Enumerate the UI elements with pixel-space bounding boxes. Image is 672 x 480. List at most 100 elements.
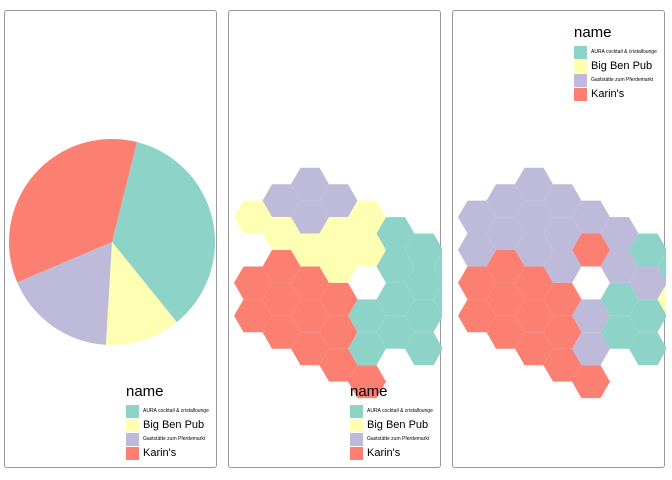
hex-cell-aura — [600, 282, 639, 316]
pie-slice-gaststaette — [17, 242, 113, 345]
hex-cell-bigben — [262, 217, 301, 250]
hex-cell-aura — [600, 315, 639, 349]
hex-cell-gaststaette — [458, 233, 496, 267]
hex-cell-gaststaette — [600, 250, 639, 283]
hex-cell-gaststaette — [515, 233, 553, 267]
legend-key-karins — [126, 446, 139, 460]
hex-cell-karins — [319, 348, 358, 382]
hex-cell-gaststaette — [486, 217, 525, 250]
hex-cell-bigben — [348, 200, 386, 234]
hexagon-map — [234, 167, 442, 399]
hex-cell-karins — [543, 282, 582, 316]
legend-hexmap-grouped: name AURA cocktail & cristallounge Big B… — [350, 383, 480, 460]
legend-label: Big Ben Pub — [143, 419, 205, 431]
legend-item-karins: Karin's — [574, 87, 672, 101]
hex-cell-gaststaette — [291, 200, 329, 234]
legend-item-gaststaette: Gaststätte zum Pferdemarkt — [574, 73, 672, 87]
hex-cell-karins — [486, 282, 525, 316]
hex-cell-karins — [515, 266, 553, 300]
legend-key-bigben — [350, 418, 363, 432]
hex-cell-gaststaette — [629, 266, 666, 300]
legend-key-karins — [574, 87, 587, 101]
legend-label: Gaststätte zum Pferdemarkt — [143, 436, 206, 442]
legend-pie: name AURA cocktail & cristallounge Big B… — [126, 383, 256, 460]
hex-cell-karins — [291, 299, 329, 333]
hex-cell-bigben — [319, 250, 358, 283]
hex-cell-karins — [291, 266, 329, 300]
hex-cell-bigben — [319, 217, 358, 250]
hex-cell-aura — [376, 282, 415, 316]
pie-slice-aura — [112, 142, 215, 323]
hex-cell-aura — [348, 299, 386, 333]
legend-label: AURA cocktail & cristallounge — [591, 49, 657, 55]
legend-item-gaststaette: Gaststätte zum Pferdemarkt — [350, 432, 480, 446]
legend-item-karins: Karin's — [350, 446, 480, 460]
legend-title: name — [126, 383, 164, 400]
legend-label: Karin's — [591, 88, 625, 100]
hex-cell-gaststaette — [543, 217, 582, 250]
hex-cell-gaststaette — [543, 184, 582, 218]
hex-cell-karins — [515, 299, 553, 333]
legend-hexmap-mixed: name AURA cocktail & cristallounge Big B… — [574, 24, 672, 101]
legend-item-bigben: Big Ben Pub — [574, 59, 672, 73]
hex-cell-gaststaette — [486, 184, 525, 218]
hex-cell-gaststaette — [319, 184, 358, 218]
pie-slice-bigben — [105, 242, 177, 346]
legend-key-gaststaette — [126, 432, 139, 446]
hex-cell-aura — [657, 251, 666, 282]
hex-cell-karins — [234, 266, 272, 300]
hex-cell-gaststaette — [515, 167, 553, 201]
legend-key-bigben — [574, 59, 587, 73]
hex-cell-aura — [433, 284, 442, 315]
hex-cell-gaststaette — [572, 332, 610, 366]
hex-cell-aura — [629, 299, 666, 333]
hex-cell-gaststaette — [600, 217, 639, 250]
hex-cell-karins — [458, 266, 496, 300]
legend-item-bigben: Big Ben Pub — [350, 418, 480, 432]
hex-cell-gaststaette — [572, 299, 610, 333]
legend-label: Big Ben Pub — [591, 60, 653, 72]
legend-item-aura: AURA cocktail & cristallounge — [574, 45, 672, 59]
legend-item-aura: AURA cocktail & cristallounge — [126, 404, 256, 418]
legend-label: Karin's — [367, 447, 401, 459]
panel-pie: name AURA cocktail & cristallounge Big B… — [4, 10, 217, 468]
legend-item-gaststaette: Gaststätte zum Pferdemarkt — [126, 432, 256, 446]
hex-cell-karins — [486, 250, 525, 283]
hex-cell-karins — [319, 315, 358, 349]
hex-cell-karins — [543, 315, 582, 349]
hex-cell-karins — [262, 315, 301, 349]
hex-cell-bigben — [348, 233, 386, 267]
hex-cell-karins — [234, 299, 272, 333]
hex-cell-aura — [629, 233, 666, 267]
panel-hexmap-mixed: name AURA cocktail & cristallounge Big B… — [452, 10, 666, 468]
legend-label: Gaststätte zum Pferdemarkt — [367, 436, 430, 442]
legend-key-bigben — [126, 418, 139, 432]
hex-cell-aura — [629, 332, 666, 366]
legend-key-aura — [126, 404, 139, 418]
hex-cell-karins — [291, 332, 329, 366]
hex-cell-aura — [405, 233, 442, 267]
hex-cell-karins — [262, 250, 301, 283]
hex-cell-aura — [376, 250, 415, 283]
legend-title: name — [574, 24, 612, 41]
legend-key-gaststaette — [574, 73, 587, 87]
hex-cell-aura — [376, 315, 415, 349]
hex-cell-karins — [515, 332, 553, 366]
hex-cell-aura — [376, 217, 415, 250]
legend-label: AURA cocktail & cristallounge — [367, 408, 433, 414]
hex-cell-karins — [458, 299, 496, 333]
hex-cell-bigben — [234, 200, 272, 234]
legend-key-karins — [350, 446, 363, 460]
hex-cell-bigben — [657, 284, 666, 315]
hex-cell-aura — [433, 251, 442, 282]
hex-cell-karins — [348, 365, 386, 399]
legend-key-gaststaette — [350, 432, 363, 446]
legend-label: Karin's — [143, 447, 177, 459]
legend-item-aura: AURA cocktail & cristallounge — [350, 404, 480, 418]
hex-cell-gaststaette — [515, 200, 553, 234]
panel-hexmap-grouped: name AURA cocktail & cristallounge Big B… — [228, 10, 442, 468]
legend-label: AURA cocktail & cristallounge — [143, 408, 209, 414]
legend-label: Big Ben Pub — [367, 419, 429, 431]
hex-cell-karins — [262, 282, 301, 316]
legend-key-aura — [574, 45, 587, 59]
